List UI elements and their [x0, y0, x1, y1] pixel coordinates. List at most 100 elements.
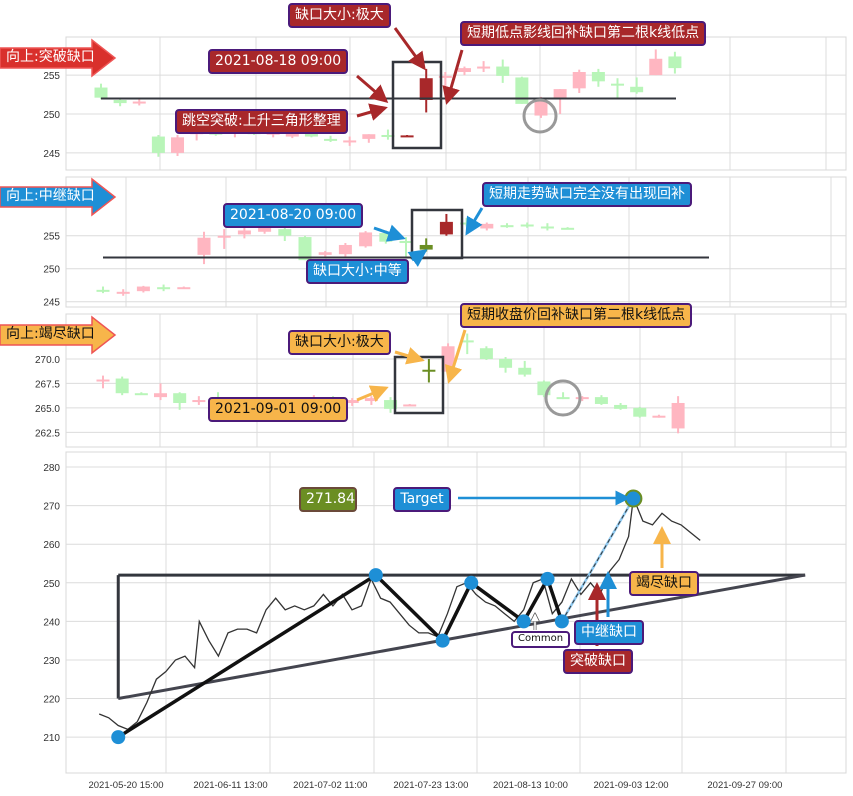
candle-body — [438, 75, 452, 78]
target-label: Target — [393, 487, 451, 512]
annotation-arrow — [356, 74, 389, 103]
candle-body — [591, 72, 605, 82]
common-gap-label: Common — [511, 631, 571, 648]
annotation-arrow — [373, 224, 406, 242]
candle-body — [304, 132, 318, 137]
y-tick-label: 220 — [43, 695, 60, 706]
pivot-point — [435, 633, 450, 648]
pivot-point — [111, 730, 126, 745]
y-tick-label: 267.5 — [35, 379, 60, 390]
annotation-arrow — [356, 385, 389, 403]
candle-body — [384, 400, 398, 409]
gap-date-label: 2021-09-01 09:00 — [208, 397, 349, 422]
candle-body — [278, 229, 292, 236]
candle-body — [500, 225, 514, 228]
candle-body — [534, 100, 548, 116]
panel2-tag: 向上:中继缺口 — [6, 188, 95, 204]
y-tick-label: 270.0 — [35, 355, 60, 366]
candle-body — [671, 402, 685, 429]
target-value-label: 271.84 — [299, 487, 357, 512]
continuation-gap-label: 中继缺口 — [574, 620, 644, 645]
gap-size-label: 缺口大小:极大 — [288, 330, 391, 355]
candle-body — [419, 244, 433, 250]
panel3-tag: 向上:竭尽缺口 — [6, 326, 95, 342]
candle-body — [362, 134, 376, 139]
y-tick-label: 230 — [43, 656, 60, 667]
gap-pattern-label: 跳空突破:上升三角形整理 — [175, 109, 348, 134]
y-tick-label: 240 — [43, 617, 60, 628]
candle-body — [403, 404, 417, 407]
candle-body — [379, 233, 393, 242]
y-tick-label: 245 — [43, 298, 60, 309]
candle-body — [422, 369, 436, 372]
candle-body — [575, 397, 589, 400]
candle-body — [518, 367, 532, 375]
candle-body — [540, 226, 554, 229]
gap-fill-label: 短期低点影线回补缺口第二根k线低点 — [460, 21, 707, 46]
x-tick-label: 2021-07-23 13:00 — [393, 780, 468, 791]
y-tick-label: 280 — [43, 463, 60, 474]
x-tick-label: 2021-05-20 15:00 — [88, 780, 163, 791]
gap-fill-label: 短期走势缺口完全没有出现回补 — [482, 182, 692, 207]
annotation-arrow — [444, 329, 467, 384]
pivot-point — [368, 568, 383, 583]
candle-body — [345, 400, 359, 403]
y-tick-label: 210 — [43, 733, 60, 744]
candle-body — [151, 136, 165, 153]
candle-body — [477, 66, 491, 69]
candle-body — [132, 101, 146, 104]
candle-body — [197, 237, 211, 255]
direction-arrow-icon — [0, 177, 117, 217]
candle-body — [556, 397, 570, 400]
pivot-point — [516, 614, 531, 629]
candle-body — [399, 241, 413, 244]
fill-point-circle — [544, 379, 582, 417]
candle-body — [134, 393, 148, 396]
fill-point-circle — [522, 98, 558, 134]
candle-body — [439, 221, 453, 235]
candle-body — [652, 415, 666, 418]
candle-body — [364, 398, 378, 402]
annotation-arrow — [393, 27, 426, 71]
y-tick-label: 245 — [43, 149, 60, 160]
candle-body — [192, 400, 206, 403]
candle-body — [499, 358, 513, 368]
candle-body — [419, 78, 433, 100]
gap-date-label: 2021-08-18 09:00 — [208, 49, 349, 74]
gap-size-label: 缺口大小:中等 — [306, 259, 409, 284]
y-tick-label: 250 — [43, 265, 60, 276]
annotation-arrow — [465, 207, 484, 236]
gap-date-label: 2021-08-20 09:00 — [223, 203, 364, 228]
y-tick-label: 260 — [43, 540, 60, 551]
y-tick-label: 270 — [43, 502, 60, 513]
candle-body — [633, 407, 647, 417]
gap-size-label: 缺口大小:极大 — [288, 3, 391, 28]
x-tick-label: 2021-09-27 09:00 — [707, 780, 782, 791]
candle-body — [154, 393, 168, 398]
candle-body — [515, 77, 529, 104]
candle-body — [96, 379, 110, 382]
breakaway-gap-label: 突破缺口 — [563, 649, 633, 674]
candle-body — [173, 393, 187, 403]
candle-body — [400, 135, 414, 138]
direction-arrow-icon — [0, 38, 117, 78]
candle-body — [237, 230, 251, 235]
annotation-arrow — [394, 347, 425, 365]
candle-body — [113, 100, 127, 104]
candle-body — [457, 68, 471, 72]
candle-body — [298, 237, 312, 261]
annotation-arrow — [407, 249, 428, 267]
candle-body — [359, 232, 373, 247]
pivot-point — [464, 575, 479, 590]
candle-body — [96, 289, 110, 292]
y-tick-label: 265.0 — [35, 404, 60, 415]
candle-body — [614, 404, 628, 409]
panel-frame — [65, 176, 847, 308]
candle-body — [594, 397, 608, 404]
candle-body — [171, 137, 185, 153]
y-tick-label: 250 — [43, 110, 60, 121]
candle-body — [496, 66, 510, 76]
candle-body — [217, 235, 231, 238]
x-tick-label: 2021-07-02 11:00 — [293, 780, 367, 791]
